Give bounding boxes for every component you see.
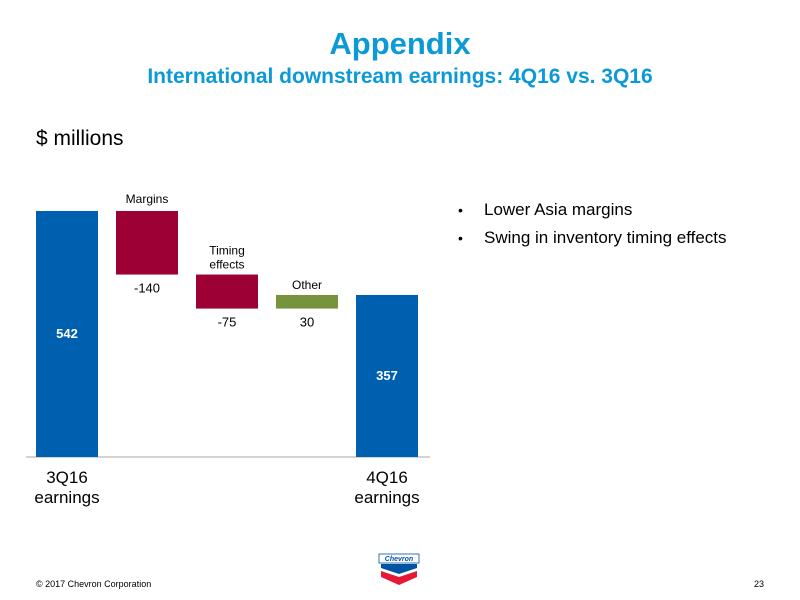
page-number: 23 (753, 579, 764, 589)
logo-lower-chevron (381, 571, 417, 585)
bullet-dot-icon: • (458, 230, 463, 246)
bullet-text: Swing in inventory timing effects (484, 228, 727, 247)
logo-wordmark-box (378, 553, 420, 564)
category-label: Margins (126, 192, 169, 206)
unit-label: $ millions (36, 127, 124, 150)
category-label: earnings (354, 488, 419, 507)
waterfall-bar (356, 294, 418, 457)
bar-value-label: -140 (134, 281, 160, 296)
bar-value-label: -75 (218, 315, 237, 330)
bullet-item: • Lower Asia margins (456, 200, 727, 220)
bullet-text: Lower Asia margins (484, 200, 633, 219)
bar-value-label: 30 (300, 315, 314, 330)
category-label: earnings (34, 488, 99, 507)
copyright-text: © 2017 Chevron Corporation (36, 579, 152, 589)
bullet-item: • Swing in inventory timing effects (456, 228, 727, 248)
bullet-list: • Lower Asia margins • Swing in inventor… (456, 200, 727, 256)
logo-wordmark: Chevron (385, 556, 413, 563)
bar-value-label: 357 (376, 368, 398, 383)
category-label: Other (292, 278, 322, 292)
slide-subtitle: International downstream earnings: 4Q16 … (147, 65, 653, 88)
slide-title: Appendix (329, 26, 471, 61)
chevron-logo-icon: Chevron (378, 553, 420, 585)
category-label: Timing (209, 244, 245, 258)
waterfall-bar (276, 294, 338, 309)
category-label: 4Q16 (366, 468, 408, 487)
bullet-dot-icon: • (458, 202, 463, 218)
waterfall-bar (116, 211, 178, 275)
category-label: 3Q16 (46, 468, 88, 487)
logo-upper-chevron (381, 564, 417, 574)
bar-value-label: 542 (56, 326, 78, 341)
category-label: effects (209, 258, 244, 272)
waterfall-bar (36, 211, 98, 457)
waterfall-bar (196, 274, 258, 309)
